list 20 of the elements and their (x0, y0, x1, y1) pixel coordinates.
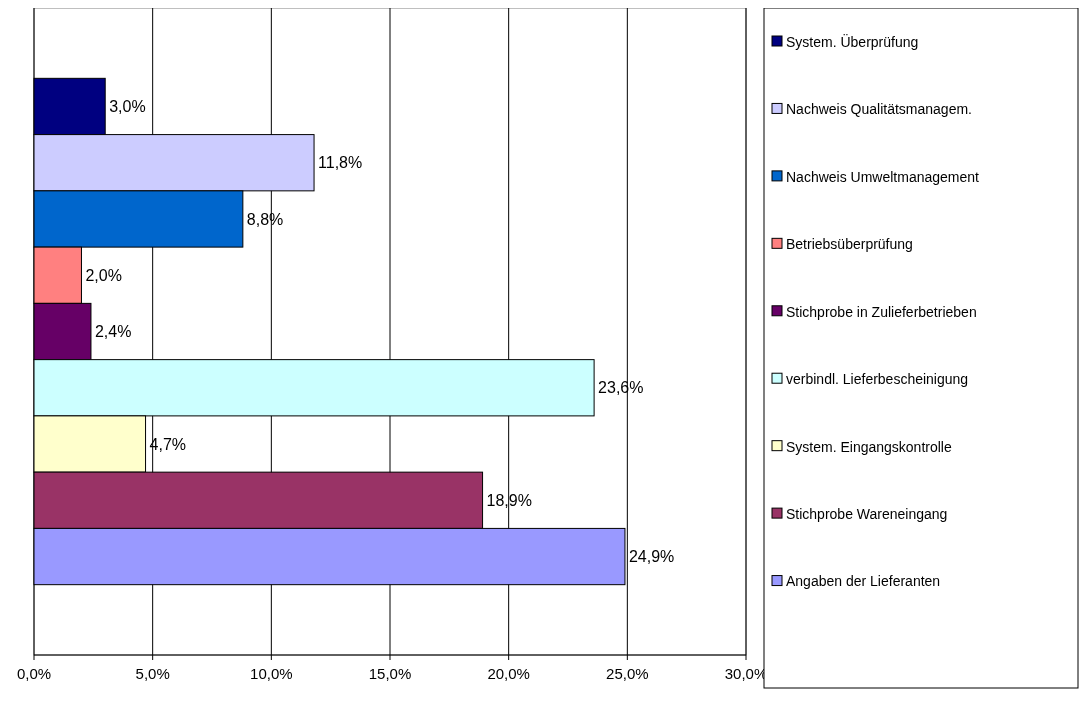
data-label: 2,0% (85, 266, 122, 284)
x-tick-label: 0,0% (16, 665, 52, 682)
x-tick-label: 5,0% (135, 665, 170, 682)
legend-label: Betriebsüberprüfung (786, 236, 913, 253)
data-label: 24,9% (628, 548, 675, 566)
legend-label: Stichprobe in Zulieferbetrieben (786, 303, 977, 320)
legend-label: System. Überprüfung (786, 32, 919, 50)
x-tick-label: 10,0% (250, 665, 293, 682)
legend-label: Stichprobe Wareneingang (786, 506, 948, 523)
x-tick-label: 20,0% (487, 665, 530, 682)
data-label: 2,4% (94, 323, 132, 341)
x-tick-label: 15,0% (368, 665, 412, 682)
legend-label: verbindl. Lieferbescheinigung (786, 371, 969, 388)
data-label: 3,0% (109, 98, 146, 116)
x-tick-label: 25,0% (606, 665, 649, 682)
legend-label: System. Eingangskontrolle (786, 438, 952, 455)
data-label: 11,8% (318, 154, 363, 172)
legend-label: Angaben der Lieferanten (786, 573, 941, 590)
legend-label: Nachweis Umweltmanagement (786, 168, 980, 185)
legend-label: Nachweis Qualitätsmanagem. (786, 101, 972, 118)
